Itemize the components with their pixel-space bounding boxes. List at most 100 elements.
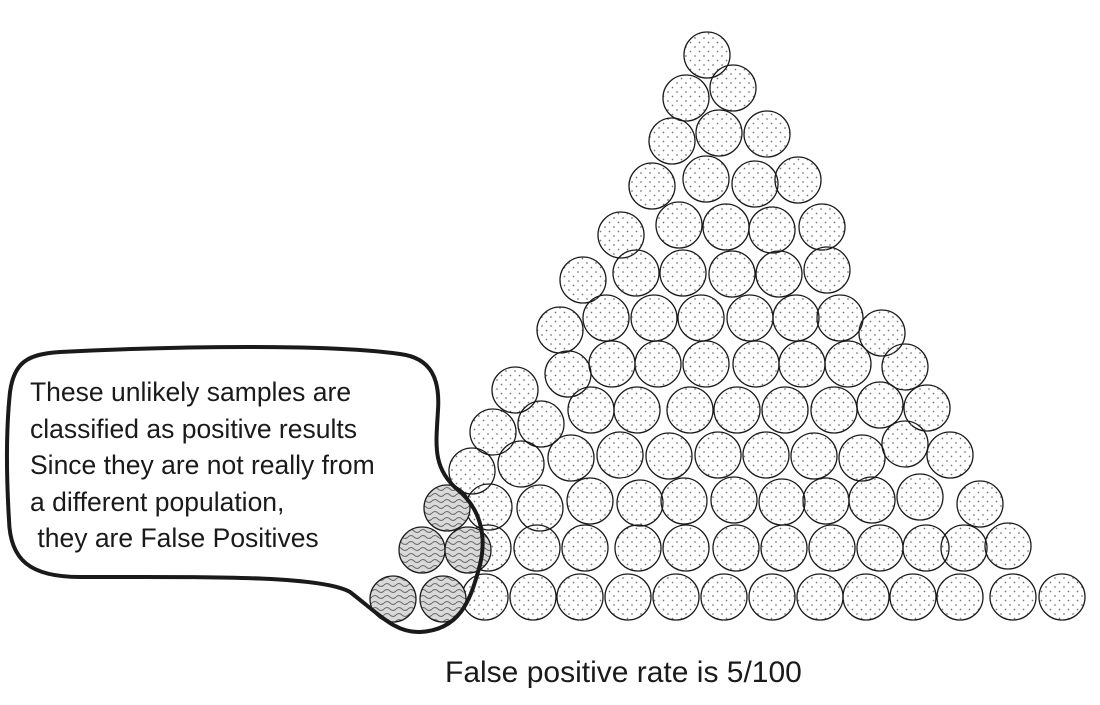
sample-circle <box>808 524 856 572</box>
sample-circle <box>903 384 951 432</box>
sample-circle <box>755 250 803 298</box>
sample-circle <box>796 573 844 621</box>
false-positive-caption: False positive rate is 5/100 <box>445 656 802 689</box>
sample-circle <box>712 524 760 572</box>
sample-circle <box>748 573 796 621</box>
sample-circle <box>567 386 615 434</box>
sample-circle <box>896 473 944 521</box>
sample-circle <box>824 340 872 388</box>
callout-line: Since they are not really from <box>30 450 375 480</box>
sample-circle <box>596 431 644 479</box>
sample-circle <box>588 340 636 388</box>
sample-circle <box>956 480 1004 528</box>
sample-circle <box>731 160 779 208</box>
sample-circle <box>713 386 761 434</box>
sample-circle <box>858 309 906 357</box>
sample-circle <box>810 386 858 434</box>
sample-circle <box>936 573 984 621</box>
sample-circle <box>662 74 710 122</box>
sample-circle <box>561 524 609 572</box>
sample-circle <box>856 524 904 572</box>
sample-circle <box>702 203 750 251</box>
sample-circle <box>630 294 678 342</box>
false-positive-circle <box>369 575 417 623</box>
sample-circle <box>856 381 904 429</box>
sample-circle <box>513 524 561 572</box>
sample-circle <box>761 386 809 434</box>
sample-circle <box>760 524 808 572</box>
callout-text: These unlikely samples are classified as… <box>30 374 450 557</box>
callout-line: These unlikely samples are <box>30 377 352 407</box>
sample-circle <box>648 117 696 165</box>
sample-circle <box>838 434 886 482</box>
sample-circle <box>645 432 693 480</box>
sample-circle <box>816 294 864 342</box>
sample-circle <box>683 31 731 79</box>
sample-circle <box>497 440 545 488</box>
sample-circle <box>695 109 743 157</box>
sample-circle <box>516 484 564 532</box>
false-positive-circle <box>419 575 467 623</box>
sample-circle <box>748 206 796 254</box>
sample-circle <box>655 201 703 249</box>
sample-circle <box>802 477 850 525</box>
sample-circle <box>709 64 757 112</box>
sample-circle <box>682 155 730 203</box>
sample-circle <box>660 477 708 525</box>
sample-circle <box>881 420 929 468</box>
sample-circle <box>634 340 682 388</box>
sample-circle <box>491 366 539 414</box>
sample-circle <box>604 573 652 621</box>
sample-circle <box>517 400 565 448</box>
sample-circle <box>659 249 707 297</box>
sample-circle <box>772 294 820 342</box>
sample-circle <box>708 250 756 298</box>
sample-circle <box>778 340 826 388</box>
sample-circle <box>509 573 557 621</box>
sample-circle <box>628 162 676 210</box>
sample-circle <box>666 386 714 434</box>
sample-circle <box>926 431 974 479</box>
sample-circle <box>556 573 604 621</box>
sample-circle <box>700 573 748 621</box>
sample-circle <box>798 203 846 251</box>
sample-circles <box>369 31 1086 623</box>
sample-circle <box>652 573 700 621</box>
sample-circle <box>536 306 584 354</box>
sample-circle <box>1038 573 1086 621</box>
sample-circle <box>677 294 725 342</box>
callout-line: they are False Positives <box>30 523 319 553</box>
sample-circle <box>614 524 662 572</box>
sample-circle <box>842 573 890 621</box>
sample-circle <box>469 408 517 456</box>
sample-circle <box>732 340 780 388</box>
sample-circle <box>566 477 614 525</box>
callout-line: classified as positive results <box>30 413 357 444</box>
sample-circle <box>742 431 790 479</box>
sample-circle <box>743 110 791 158</box>
sample-circle <box>726 294 774 342</box>
sample-circle <box>790 432 838 480</box>
sample-circle <box>774 156 822 204</box>
sample-circle <box>682 340 730 388</box>
false-positive-circle <box>423 484 471 532</box>
callout-line: a different population, <box>30 486 285 517</box>
sample-circle <box>613 386 661 434</box>
sample-circle <box>547 434 595 482</box>
sample-circle <box>662 524 710 572</box>
callout-bubble <box>4 345 485 635</box>
sample-circle <box>984 522 1032 570</box>
sample-circle <box>889 573 937 621</box>
sample-circle <box>758 478 806 526</box>
sample-circle <box>940 524 988 572</box>
sample-circle <box>559 256 607 304</box>
sample-circle <box>616 479 664 527</box>
sample-circle <box>803 246 851 294</box>
sample-circle <box>582 294 630 342</box>
sample-circle <box>881 343 929 391</box>
sample-circle <box>989 573 1037 621</box>
sample-circle <box>612 249 660 297</box>
sample-circle <box>694 431 742 479</box>
